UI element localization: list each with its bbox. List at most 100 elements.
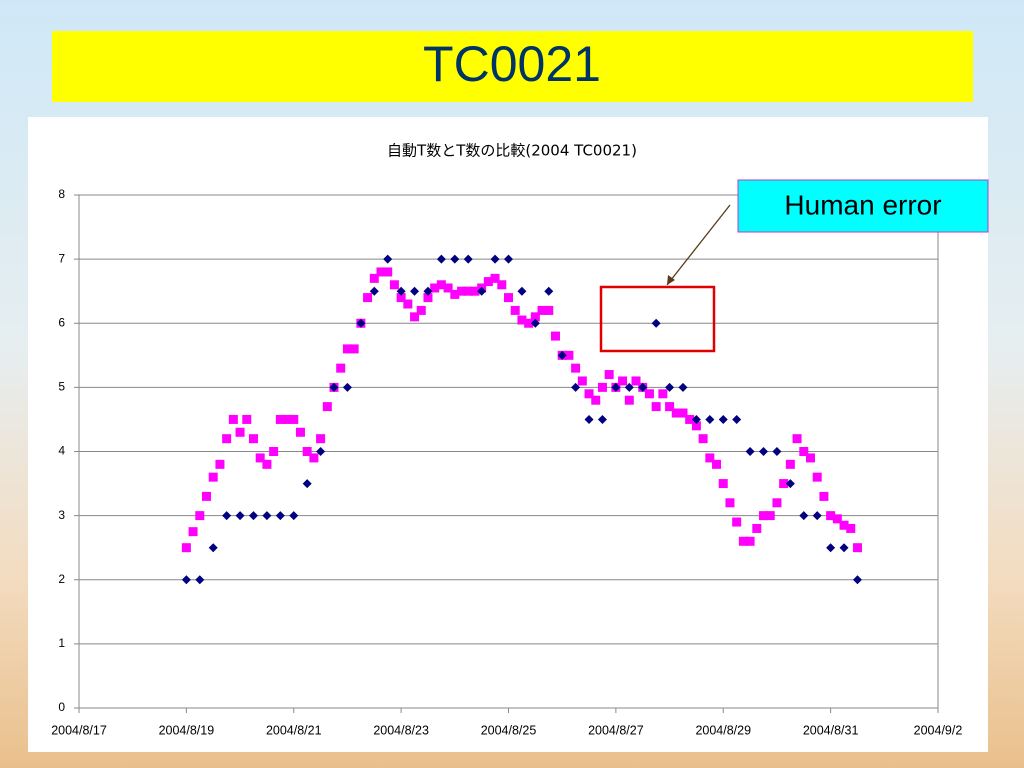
square-point (463, 286, 473, 296)
square-point (765, 511, 775, 521)
diamond-point (584, 414, 594, 424)
annotation-box (737, 179, 989, 233)
square-point (530, 312, 540, 322)
y-tick-label: 0 (58, 700, 65, 714)
square-point (396, 293, 406, 303)
square-point (282, 414, 292, 424)
square-point (376, 267, 386, 277)
square-point (416, 305, 426, 315)
x-tick-label: 2004/8/31 (803, 723, 859, 737)
diamond-point (678, 382, 688, 392)
square-point (779, 479, 789, 489)
square-point (483, 277, 493, 287)
square-point (255, 453, 265, 463)
square-point (336, 363, 346, 373)
square-point (436, 280, 446, 290)
square-point (235, 427, 245, 437)
diamond-point (772, 447, 782, 456)
square-point (832, 514, 842, 524)
plot: 0 1 2 3 4 5 6 7 8 2004/8/17 2004/8/19 2004/8/21 2004… (51, 187, 962, 737)
square-point (228, 414, 238, 424)
diamond-point (651, 318, 661, 328)
square-point (450, 289, 460, 299)
diamond-point (410, 286, 420, 296)
diamond-point (342, 382, 352, 392)
square-point (208, 472, 218, 482)
square-point (544, 305, 554, 315)
square-point (195, 511, 205, 521)
square-point (852, 543, 862, 553)
diamond-point (235, 511, 245, 521)
y-tick-label: 3 (58, 508, 65, 522)
diamond-point (477, 286, 487, 296)
square-point (457, 286, 467, 296)
y-tick-label: 7 (58, 251, 65, 265)
square-point (577, 376, 587, 386)
diamond-point (423, 286, 433, 296)
square-point (772, 498, 782, 508)
x-tick-label: 2004/9/2 (914, 723, 963, 737)
y-tick-label: 2 (58, 572, 65, 586)
square-point (658, 389, 668, 399)
square-point (759, 511, 769, 521)
diamond-point (826, 543, 836, 553)
square-point (342, 344, 352, 354)
arrow (666, 204, 731, 286)
diamond-point (490, 254, 500, 264)
square-point (517, 315, 527, 325)
diamond-point (262, 511, 272, 521)
diamond-point (732, 414, 742, 424)
square-point (423, 293, 433, 303)
square-point (504, 293, 513, 303)
diamond-point (463, 254, 473, 264)
diamond-point (530, 318, 540, 328)
square-point (262, 459, 272, 469)
square-point (678, 408, 688, 418)
square-point (826, 511, 836, 521)
square-point (215, 459, 225, 469)
square-point (403, 299, 413, 309)
square-point (665, 402, 675, 412)
diamond-point (624, 382, 634, 392)
diamond-point (450, 254, 460, 264)
diamond-point (356, 318, 366, 328)
square-point (685, 414, 695, 424)
square-point (490, 273, 500, 283)
square-point (846, 523, 856, 533)
diamond-point (369, 286, 379, 296)
diamond-point (571, 382, 581, 392)
square-point (322, 402, 332, 412)
square-point (202, 491, 212, 501)
square-point (752, 523, 762, 533)
square-point (564, 350, 574, 360)
x-tick-label: 2004/8/17 (51, 723, 107, 737)
diamond-point (504, 254, 513, 264)
diamond-point (181, 575, 191, 585)
square-point (537, 305, 547, 315)
title-bar (52, 31, 973, 102)
square-point (712, 459, 722, 469)
square-point (812, 472, 822, 482)
chart-title: 自動T数とT数の比較(2004 TC0021) (387, 142, 637, 160)
square-point (591, 395, 601, 405)
diamond-point (597, 414, 607, 424)
diamond-point (839, 543, 849, 553)
diamond-point (329, 382, 339, 392)
diamond-point (316, 447, 326, 456)
square-point (497, 280, 507, 290)
square-point (631, 376, 641, 386)
diamond-point (436, 254, 446, 264)
square-point (745, 536, 755, 546)
square-point (410, 312, 420, 322)
annotation: Human error (784, 189, 941, 220)
highlight-box (599, 285, 716, 353)
diamond-point (544, 286, 554, 296)
diamond-point (611, 382, 621, 392)
square-point (181, 543, 191, 553)
square-point (651, 402, 661, 412)
square-point (309, 453, 319, 463)
square-point (242, 414, 252, 424)
diamond-point (852, 575, 862, 585)
